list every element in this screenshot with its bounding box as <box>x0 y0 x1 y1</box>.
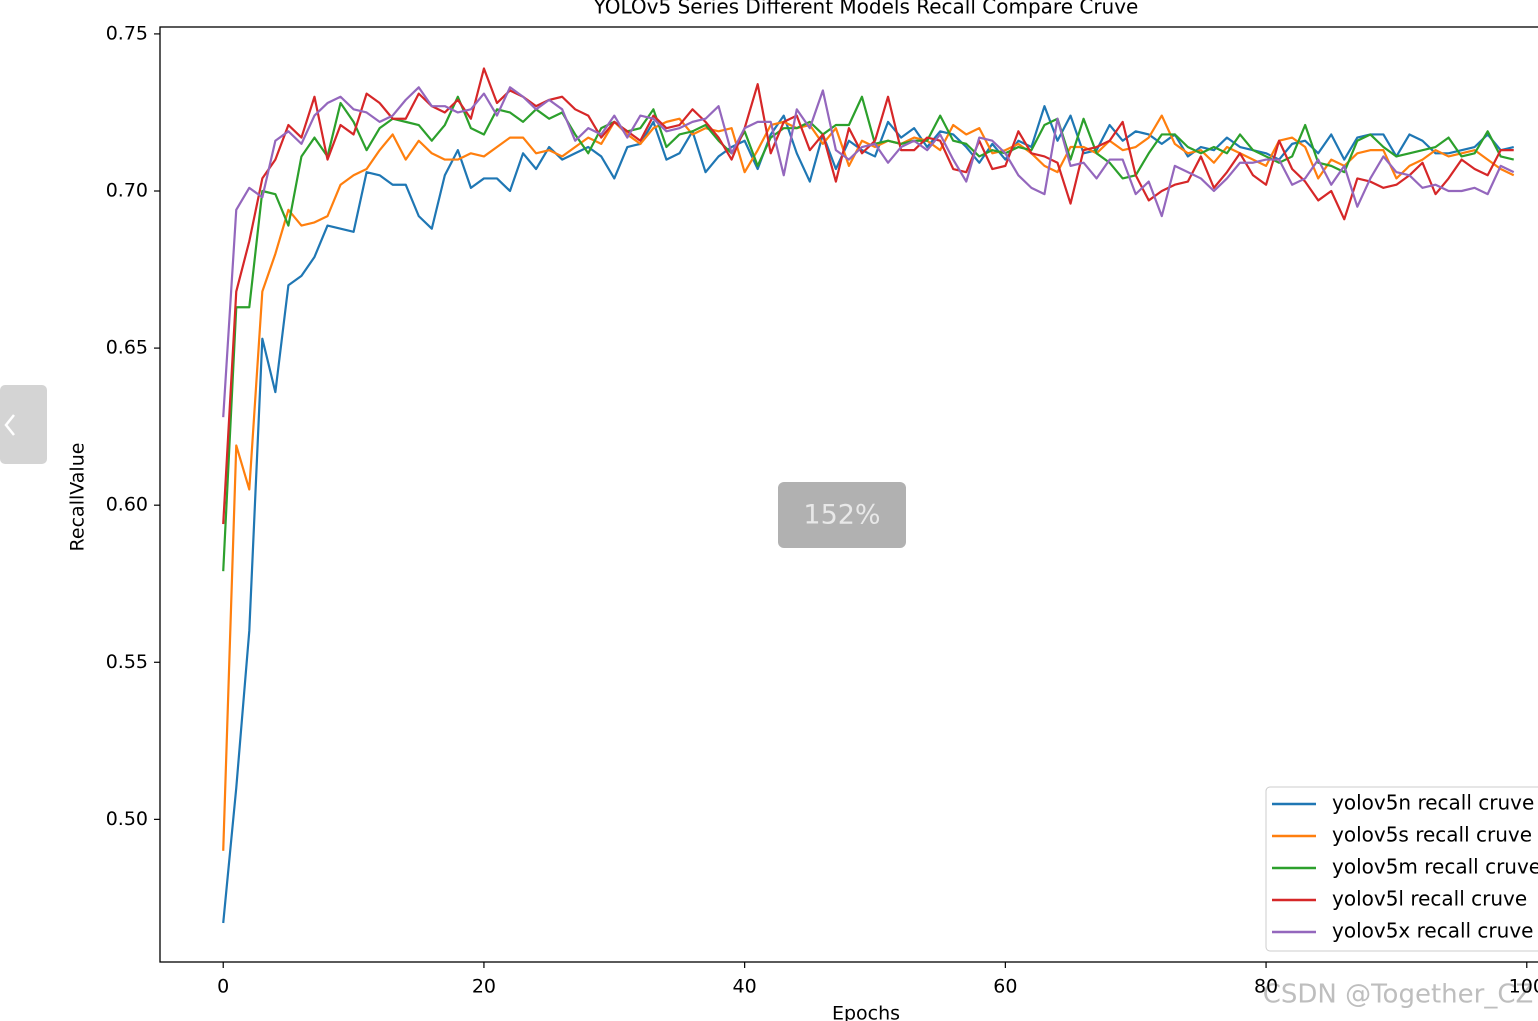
legend-box <box>1265 786 1538 952</box>
chart-title: YOLOv5 Series Different Models Recall Co… <box>593 0 1139 19</box>
zoom-text: 152% <box>803 500 880 531</box>
x-tick-label: 80 <box>1254 976 1278 998</box>
y-axis-label: RecallValue <box>67 443 89 552</box>
nav-prev-icon[interactable] <box>4 414 15 436</box>
nav-prev-bg[interactable] <box>0 385 47 464</box>
legend: yolov5n recall cruve yolov5s recall cruve… <box>1265 786 1538 952</box>
y-tick-label: 0.60 <box>106 494 148 516</box>
watermark: CSDN @Together_CZ <box>1263 980 1534 1010</box>
x-tick-label: 40 <box>733 976 757 998</box>
zoom-indicator: 152% <box>778 482 906 548</box>
series-line <box>222 86 1515 418</box>
legend-label: yolov5m recall cruve <box>1332 855 1538 879</box>
x-tick-label: 100 <box>1509 976 1538 998</box>
x-axis-label: Epochs <box>832 1003 900 1021</box>
y-tick-label: 0.65 <box>106 337 148 359</box>
legend-label: yolov5l recall cruve <box>1332 887 1527 911</box>
x-tick-label: 60 <box>993 976 1017 998</box>
legend-label: yolov5n recall cruve <box>1332 791 1534 815</box>
y-tick-label: 0.70 <box>106 180 148 202</box>
y-tick-label: 0.50 <box>106 808 148 830</box>
legend-label: yolov5s recall cruve <box>1332 823 1532 847</box>
x-tick-label: 0 <box>217 976 229 998</box>
series-line <box>222 67 1514 525</box>
x-tick-label: 20 <box>472 976 496 998</box>
nav-prev-button[interactable] <box>0 385 47 464</box>
plot-area <box>222 67 1515 924</box>
y-tick-label: 0.75 <box>106 22 148 44</box>
zoom-badge <box>778 482 906 548</box>
legend-label: yolov5x recall cruve <box>1332 919 1533 943</box>
series-line <box>222 95 1514 572</box>
y-tick-label: 0.55 <box>106 651 148 673</box>
axes-frame <box>159 26 1538 963</box>
